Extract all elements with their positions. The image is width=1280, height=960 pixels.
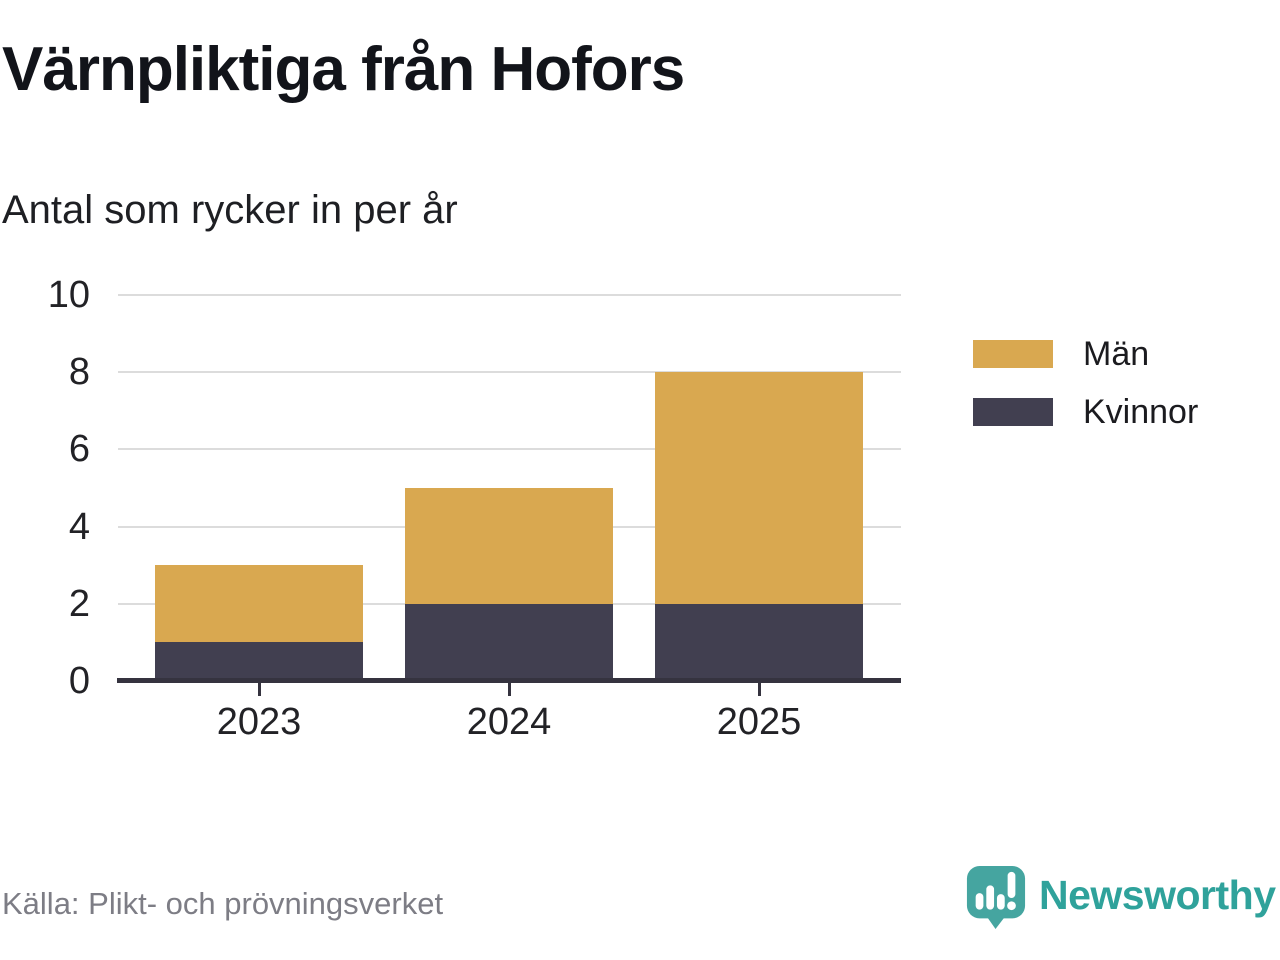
y-axis-label-0: 0 (68, 660, 90, 702)
legend-item-män: Män (973, 335, 1198, 373)
bar-segment-2024-kvinnor (405, 603, 613, 681)
bar-segment-2025-kvinnor (655, 603, 863, 681)
y-axis-label-8: 8 (68, 351, 90, 394)
brand-wordmark: Newsworthy (1039, 872, 1276, 918)
x-axis-tick-2025 (757, 683, 761, 696)
chart-title: Värnpliktiga från Hofors (2, 35, 685, 104)
x-axis-label-2024: 2024 (466, 701, 552, 743)
gridline-y-6 (118, 448, 901, 451)
x-axis-label-2025: 2025 (716, 701, 802, 743)
y-axis-label-2: 2 (68, 582, 90, 625)
bar-segment-2024-män (405, 488, 613, 604)
newsworthy-speech-bubble-chart-icon (965, 864, 1027, 935)
x-axis-tick-2024 (507, 683, 511, 696)
brand-logo: Newsworthy (965, 864, 1276, 935)
legend-label-kvinnor: Kvinnor (1083, 393, 1199, 431)
x-axis-line (117, 678, 901, 683)
chart-subtitle: Antal som rycker in per år (2, 188, 458, 232)
chart-legend: Män Kvinnor (973, 335, 1199, 455)
gridline-y-8 (118, 371, 901, 374)
y-axis-label-10: 10 (47, 274, 90, 316)
x-axis-label-2023: 2023 (216, 701, 302, 743)
bar-segment-2023-kvinnor (155, 642, 363, 681)
y-axis-label-6: 6 (68, 428, 90, 471)
legend-item-kvinnor: Kvinnor (973, 393, 1199, 431)
x-axis-tick-2023 (257, 683, 261, 696)
y-axis-label-4: 4 (68, 505, 90, 548)
gridline-y-10 (118, 294, 901, 296)
legend-swatch-män (973, 340, 1053, 368)
legend-label-män: Män (1083, 335, 1150, 373)
bar-segment-2023-män (155, 565, 363, 643)
source-note: Källa: Plikt- och prövningsverket (2, 886, 444, 921)
legend-swatch-kvinnor (973, 398, 1053, 426)
bar-segment-2025-män (655, 372, 863, 604)
